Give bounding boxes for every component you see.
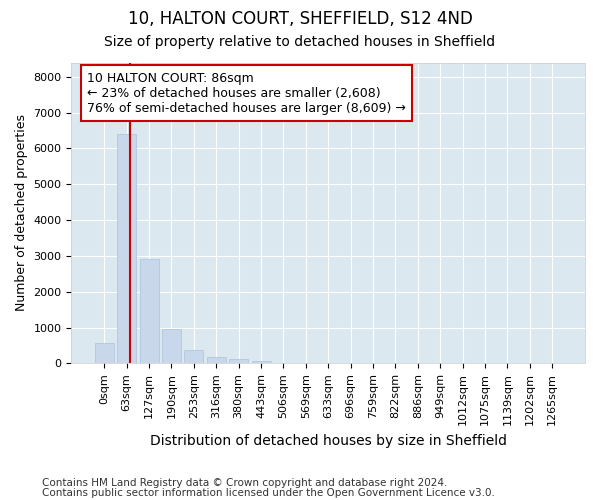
Text: 10 HALTON COURT: 86sqm
← 23% of detached houses are smaller (2,608)
76% of semi-: 10 HALTON COURT: 86sqm ← 23% of detached… bbox=[87, 72, 406, 114]
Text: Contains public sector information licensed under the Open Government Licence v3: Contains public sector information licen… bbox=[42, 488, 495, 498]
Bar bbox=[117, 134, 136, 364]
Text: Contains HM Land Registry data © Crown copyright and database right 2024.: Contains HM Land Registry data © Crown c… bbox=[42, 478, 448, 488]
Bar bbox=[162, 328, 181, 364]
X-axis label: Distribution of detached houses by size in Sheffield: Distribution of detached houses by size … bbox=[150, 434, 507, 448]
Text: 10, HALTON COURT, SHEFFIELD, S12 4ND: 10, HALTON COURT, SHEFFIELD, S12 4ND bbox=[128, 10, 472, 28]
Y-axis label: Number of detached properties: Number of detached properties bbox=[15, 114, 28, 312]
Bar bbox=[95, 344, 114, 363]
Text: Size of property relative to detached houses in Sheffield: Size of property relative to detached ho… bbox=[104, 35, 496, 49]
Bar bbox=[207, 357, 226, 364]
Bar bbox=[140, 259, 158, 364]
Bar bbox=[251, 361, 271, 364]
Bar bbox=[229, 359, 248, 364]
Bar bbox=[184, 350, 203, 364]
